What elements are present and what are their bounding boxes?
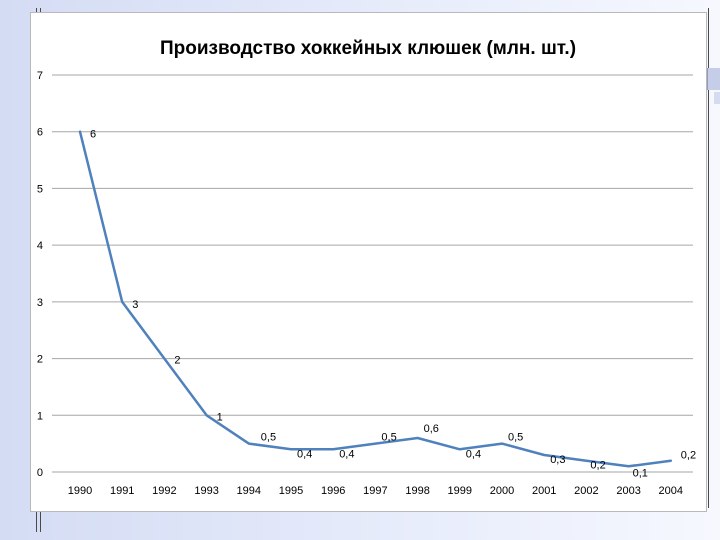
data-label: 2 bbox=[174, 355, 180, 367]
data-label: 0,5 bbox=[261, 432, 276, 444]
data-label-layer: 6 3 2 1 0,5 0,4 0,4 0,5 0,6 0,4 0,5 0,3 0,2 0,1 0,2 bbox=[90, 129, 696, 480]
slide-edge-tab bbox=[707, 68, 720, 90]
x-tick-label: 1993 bbox=[194, 485, 218, 497]
data-label: 0,1 bbox=[633, 467, 648, 479]
series-layer bbox=[78, 130, 673, 468]
y-tick-label: 5 bbox=[37, 183, 43, 195]
x-tick-label: 1997 bbox=[363, 485, 387, 497]
x-tick-label: 1995 bbox=[279, 485, 303, 497]
series-line bbox=[78, 130, 673, 468]
y-axis-ticks: 0 1 2 3 4 5 6 7 bbox=[37, 70, 43, 479]
data-label: 0,4 bbox=[339, 448, 354, 460]
y-tick-label: 0 bbox=[37, 467, 43, 479]
data-label: 6 bbox=[90, 129, 96, 141]
y-tick-label: 3 bbox=[37, 297, 43, 309]
x-tick-label: 1999 bbox=[448, 485, 472, 497]
data-label: 0,2 bbox=[590, 460, 605, 472]
y-tick-label: 7 bbox=[37, 70, 43, 82]
data-label: 0,5 bbox=[508, 432, 523, 444]
y-tick-label: 6 bbox=[37, 127, 43, 139]
x-axis-ticks: 1990 1991 1992 1993 1994 1995 1996 1997 1998 1999… bbox=[68, 485, 683, 497]
data-label: 0,3 bbox=[550, 454, 565, 466]
slide-edge-tab-secondary bbox=[714, 92, 720, 104]
grid-layer bbox=[52, 74, 693, 473]
x-tick-label: 1990 bbox=[68, 485, 92, 497]
chart-title: Производство хоккейных клюшек (млн. шт.) bbox=[160, 38, 576, 59]
x-tick-label: 2004 bbox=[659, 485, 683, 497]
x-tick-label: 1991 bbox=[110, 485, 134, 497]
chart-panel: Производство хоккейных клюшек (млн. шт.)… bbox=[30, 12, 707, 512]
x-tick-label: 2003 bbox=[616, 485, 640, 497]
slide-frame-line-right bbox=[708, 8, 709, 508]
data-label: 3 bbox=[132, 299, 138, 311]
data-label: 0,2 bbox=[681, 450, 696, 462]
data-label: 0,4 bbox=[297, 448, 312, 460]
data-label: 1 bbox=[217, 411, 223, 423]
x-tick-label: 1996 bbox=[321, 485, 345, 497]
y-tick-label: 2 bbox=[37, 354, 43, 366]
data-label: 0,5 bbox=[381, 432, 396, 444]
y-tick-label: 4 bbox=[37, 240, 43, 252]
x-tick-label: 1998 bbox=[405, 485, 429, 497]
x-tick-label: 2002 bbox=[574, 485, 598, 497]
x-tick-label: 2000 bbox=[490, 485, 514, 497]
data-label: 0,6 bbox=[424, 423, 439, 435]
y-tick-label: 1 bbox=[37, 410, 43, 422]
line-chart: Производство хоккейных клюшек (млн. шт.)… bbox=[37, 38, 696, 497]
x-tick-label: 1994 bbox=[237, 485, 261, 497]
x-tick-label: 1992 bbox=[152, 485, 176, 497]
x-tick-label: 2001 bbox=[532, 485, 556, 497]
data-label: 0,4 bbox=[466, 448, 481, 460]
